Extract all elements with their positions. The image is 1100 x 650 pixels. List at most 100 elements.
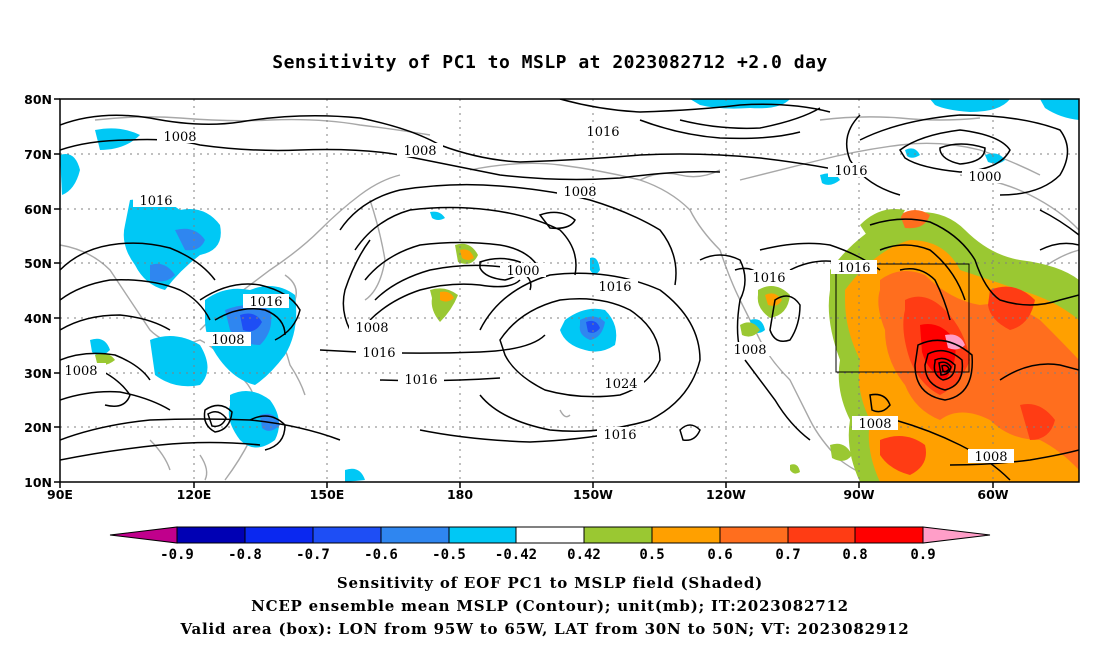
colorbar-bin [176,526,246,544]
lat-tick-label: 40N [24,311,52,326]
colorbar-bin [583,526,653,544]
colorbar-bin [787,526,856,544]
contour-label: 1016 [831,260,877,276]
colorbar-label: 0.8 [842,547,867,563]
lon-tick-label: 90E [47,487,73,502]
valid-area-box [835,263,970,373]
svg-text:1016: 1016 [139,194,172,209]
contour-label: 1000 [962,169,1008,185]
lat-tick-label: 30N [24,366,52,381]
lon-tick-label: 90W [843,487,874,502]
lon-tick-label: 120E [177,487,212,502]
colorbar-bin [854,526,924,544]
contour-label: 1016 [597,427,643,443]
colorbar-label: -0.7 [296,547,330,563]
colorbar-bin [244,526,314,544]
caption-shading: Sensitivity of EOF PC1 to MSLP field (Sh… [337,574,763,592]
figure-title: Sensitivity of PC1 to MSLP at 2023082712… [272,52,828,73]
colorbar-label: 0.9 [910,547,935,563]
svg-text:1016: 1016 [837,261,870,276]
contour-label: 1016 [398,372,444,388]
lon-tick-label: 60W [977,487,1008,502]
lon-tick-label: 120W [706,487,746,502]
contour-label: 1016 [580,124,626,140]
colorbar-label: -0.9 [160,547,194,563]
svg-text:1016: 1016 [752,271,785,286]
svg-text:1008: 1008 [563,185,596,200]
svg-text:1016: 1016 [362,346,395,361]
map-panel: 1008 1008 1016 1008 1016 1016 1000 1008 … [59,98,1080,483]
colorbar-label: -0.8 [228,547,262,563]
contour-label: 1008 [205,332,251,348]
mslp-contours [60,99,1079,481]
contour-label: 1016 [243,294,289,310]
contour-label: 1016 [356,345,402,361]
colorbar-bin [515,526,585,544]
svg-text:1016: 1016 [404,373,437,388]
contour-label: 1024 [598,376,644,392]
colorbar-bin [448,526,517,544]
colorbar-bin [312,526,382,544]
contour-label: 1008 [557,184,603,200]
lat-tick-label: 50N [24,256,52,271]
contour-label: 1008 [968,449,1014,465]
lat-tick-label: 70N [24,147,52,162]
contour-labels: 1008 1008 1016 1008 1016 1016 1000 1008 … [60,124,1014,465]
svg-text:1008: 1008 [733,343,766,358]
lon-tick-label: 180 [447,487,473,502]
contour-label: 1016 [828,163,874,179]
latitude-axis [54,98,60,483]
caption-valid-area: Valid area (box): LON from 95W to 65W, L… [179,620,909,638]
svg-text:1008: 1008 [211,333,244,348]
svg-text:1008: 1008 [163,130,196,145]
contour-label: 1016 [133,193,179,209]
colorbar-label: -0.42 [495,547,537,563]
lat-tick-label: 80N [24,92,52,107]
svg-text:1016: 1016 [586,125,619,140]
contour-label: 1008 [60,363,106,379]
contour-label: 1016 [592,279,638,295]
positive-sensitivity-shading [95,209,1079,482]
svg-text:1016: 1016 [834,164,867,179]
lat-lon-grid [60,99,1079,482]
contour-label: 1008 [852,416,898,432]
contour-label: 1016 [746,270,792,286]
caption-contour: NCEP ensemble mean MSLP (Contour); unit(… [251,597,849,615]
colorbar-bin [380,526,450,544]
colorbar-label: 0.42 [567,547,601,563]
lon-tick-label: 150W [573,487,613,502]
svg-text:1024: 1024 [604,377,637,392]
colorbar-bin [719,526,789,544]
svg-text:1008: 1008 [355,321,388,336]
longitude-labels: 90E 120E 150E 180 150W 120W 90W 60W [47,487,1009,502]
latitude-labels: 80N 70N 60N 50N 40N 30N 20N 10N [24,92,52,490]
lat-tick-label: 60N [24,202,52,217]
colorbar-min-arrow [109,526,178,544]
contour-label: 1008 [397,143,443,159]
contour-label: 1008 [157,129,203,145]
svg-text:1016: 1016 [598,280,631,295]
colorbar-label: 0.5 [639,547,664,563]
map-frame [59,98,1080,483]
contour-label: 1008 [727,342,773,358]
svg-text:1000: 1000 [506,264,539,279]
longitude-axis [59,482,994,488]
colorbar-label: -0.6 [364,547,398,563]
svg-text:1008: 1008 [64,364,97,379]
svg-text:1008: 1008 [858,417,891,432]
svg-text:1008: 1008 [403,144,436,159]
colorbar: -0.9 -0.8 -0.7 -0.6 -0.5 -0.42 0.42 0.5 … [109,526,991,563]
contour-label: 1008 [349,320,395,336]
contour-label: 1000 [500,263,546,279]
svg-text:1016: 1016 [249,295,282,310]
svg-text:1016: 1016 [603,428,636,443]
lat-tick-label: 10N [24,475,52,490]
svg-text:1008: 1008 [974,450,1007,465]
lat-tick-label: 20N [24,420,52,435]
colorbar-label: -0.5 [432,547,466,563]
svg-text:1000: 1000 [968,170,1001,185]
colorbar-bin [651,526,721,544]
lon-tick-label: 150E [310,487,345,502]
colorbar-max-arrow [922,526,991,544]
